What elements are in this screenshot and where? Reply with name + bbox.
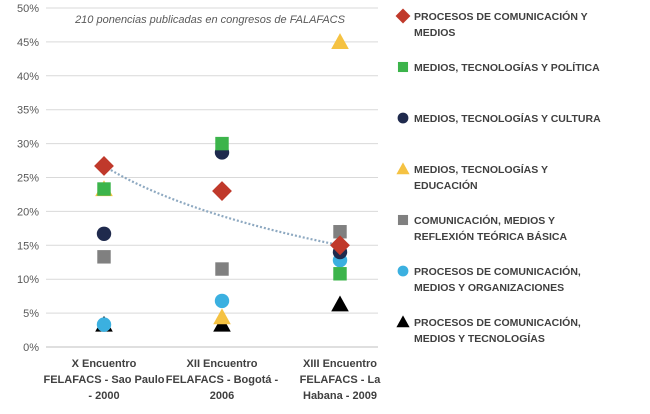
- legend-label: COMUNICACIÓN, MEDIOS Y: [414, 214, 555, 227]
- legend-label: PROCESOS DE COMUNICACIÓN Y: [414, 10, 588, 23]
- data-point: [333, 267, 347, 281]
- data-point: [215, 136, 229, 151]
- chart-subtitle: 210 ponencias publicadas en congresos de…: [74, 14, 346, 26]
- x-category-label: FELAFACS - Bogotá -: [166, 374, 279, 386]
- legend-marker: [396, 315, 410, 328]
- data-point: [331, 295, 349, 312]
- legend-label: REFLEXIÓN TEÓRICA BÁSICA: [414, 230, 567, 243]
- x-category-label: Habana - 2009: [303, 390, 377, 402]
- y-tick-label: 35%: [17, 105, 39, 117]
- data-point: [212, 181, 232, 201]
- legend-label: MEDIOS: [414, 27, 455, 39]
- legend-label: PROCESOS DE COMUNICACIÓN,: [414, 316, 581, 329]
- legend-marker: [396, 162, 410, 175]
- y-tick-label: 40%: [17, 71, 39, 83]
- y-tick-label: 5%: [23, 308, 39, 320]
- data-point: [94, 156, 114, 176]
- y-tick-label: 30%: [17, 139, 39, 151]
- legend-label: PROCESOS DE COMUNICACIÓN,: [414, 265, 581, 278]
- data-point: [333, 225, 347, 239]
- x-category-label: X Encuentro: [72, 358, 137, 370]
- y-tick-label: 15%: [17, 240, 39, 252]
- legend-marker: [395, 8, 411, 24]
- x-category-label: FELAFACS - La: [300, 374, 382, 386]
- data-point: [96, 317, 112, 332]
- legend-marker: [397, 265, 409, 277]
- y-tick-label: 50%: [17, 3, 39, 15]
- y-tick-label: 25%: [17, 173, 39, 185]
- x-category-label: FELAFACS - Sao Paulo: [43, 374, 164, 386]
- x-category-label: - 2000: [88, 390, 119, 402]
- y-tick-label: 0%: [23, 342, 39, 354]
- data-point: [96, 226, 112, 241]
- y-tick-label: 10%: [17, 274, 39, 286]
- data-point: [213, 308, 231, 325]
- trendline: [103, 165, 341, 247]
- legend-marker: [397, 112, 409, 124]
- x-category-label: 2006: [210, 390, 234, 402]
- legend-marker: [397, 214, 409, 226]
- legend-label: MEDIOS Y TECNOLOGÍAS: [414, 332, 545, 345]
- data-point: [97, 250, 111, 264]
- y-tick-label: 45%: [17, 37, 39, 49]
- legend-label: MEDIOS, TECNOLOGÍAS Y CULTURA: [414, 112, 601, 125]
- data-point: [331, 33, 349, 49]
- legend-label: MEDIOS, TECNOLOGÍAS Y: [414, 163, 548, 176]
- data-point: [214, 293, 230, 309]
- legend-label: MEDIOS, TECNOLOGÍAS Y POLÍTICA: [414, 61, 600, 74]
- data-point: [330, 235, 350, 256]
- legend-label: MEDIOS Y ORGANIZACIONES: [414, 282, 564, 294]
- legend-marker: [397, 61, 409, 73]
- legend-label: EDUCACIÓN: [414, 179, 478, 192]
- data-point: [215, 262, 229, 276]
- data-point: [97, 182, 111, 196]
- y-tick-label: 20%: [17, 206, 39, 218]
- x-category-label: XIII Encuentro: [303, 358, 377, 370]
- x-category-label: XII Encuentro: [187, 358, 258, 370]
